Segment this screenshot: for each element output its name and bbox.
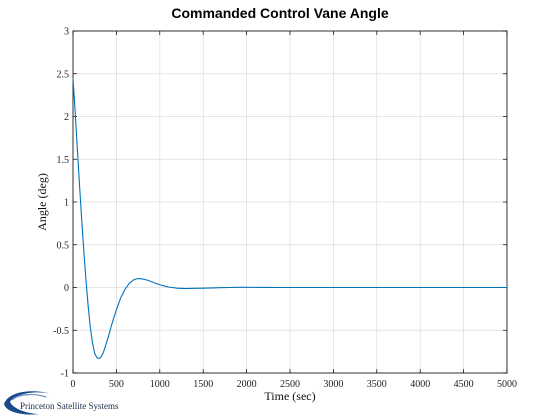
x-tick-label: 3500	[367, 379, 387, 390]
x-tick-label: 5000	[497, 379, 517, 390]
y-tick-label: 3	[64, 27, 69, 38]
x-tick-label: 3000	[323, 379, 343, 390]
logo-text: Princeton Satellite Systems	[20, 401, 119, 411]
x-tick-label: 0	[71, 379, 76, 390]
x-tick-label: 2000	[237, 379, 257, 390]
x-axis-label: Time (sec)	[264, 389, 315, 403]
y-tick-label: 2	[64, 112, 69, 123]
princeton-satellite-systems-logo: Princeton Satellite Systems	[4, 391, 119, 415]
series-line	[72, 77, 507, 360]
y-tick-label: 2.5	[57, 69, 70, 80]
x-tick-label: 500	[109, 379, 124, 390]
y-tick-label: 0.5	[57, 240, 70, 251]
x-tick-label: 2500	[280, 379, 300, 390]
chart-title: Commanded Control Vane Angle	[171, 5, 388, 21]
x-tick-label: 4000	[410, 379, 430, 390]
x-tick-label: 1000	[150, 379, 170, 390]
y-tick-label: -0.5	[53, 326, 69, 337]
x-tick-label: 1500	[193, 379, 213, 390]
axis-ticks: 0 500 1000 1500 2000 2500 3000 3500 4000 4500 5000…	[53, 27, 517, 391]
series-layer	[72, 77, 507, 360]
y-axis-label: Angle (deg)	[35, 173, 49, 231]
y-tick-label: 1.5	[57, 155, 70, 166]
logo-arc-icon	[11, 394, 47, 401]
x-tick-label: 4500	[454, 379, 474, 390]
logo-swoosh-icon	[4, 391, 52, 415]
grid	[73, 31, 507, 373]
y-tick-label: -1	[61, 369, 69, 380]
y-tick-label: 1	[64, 198, 69, 209]
y-tick-label: 0	[64, 283, 69, 294]
